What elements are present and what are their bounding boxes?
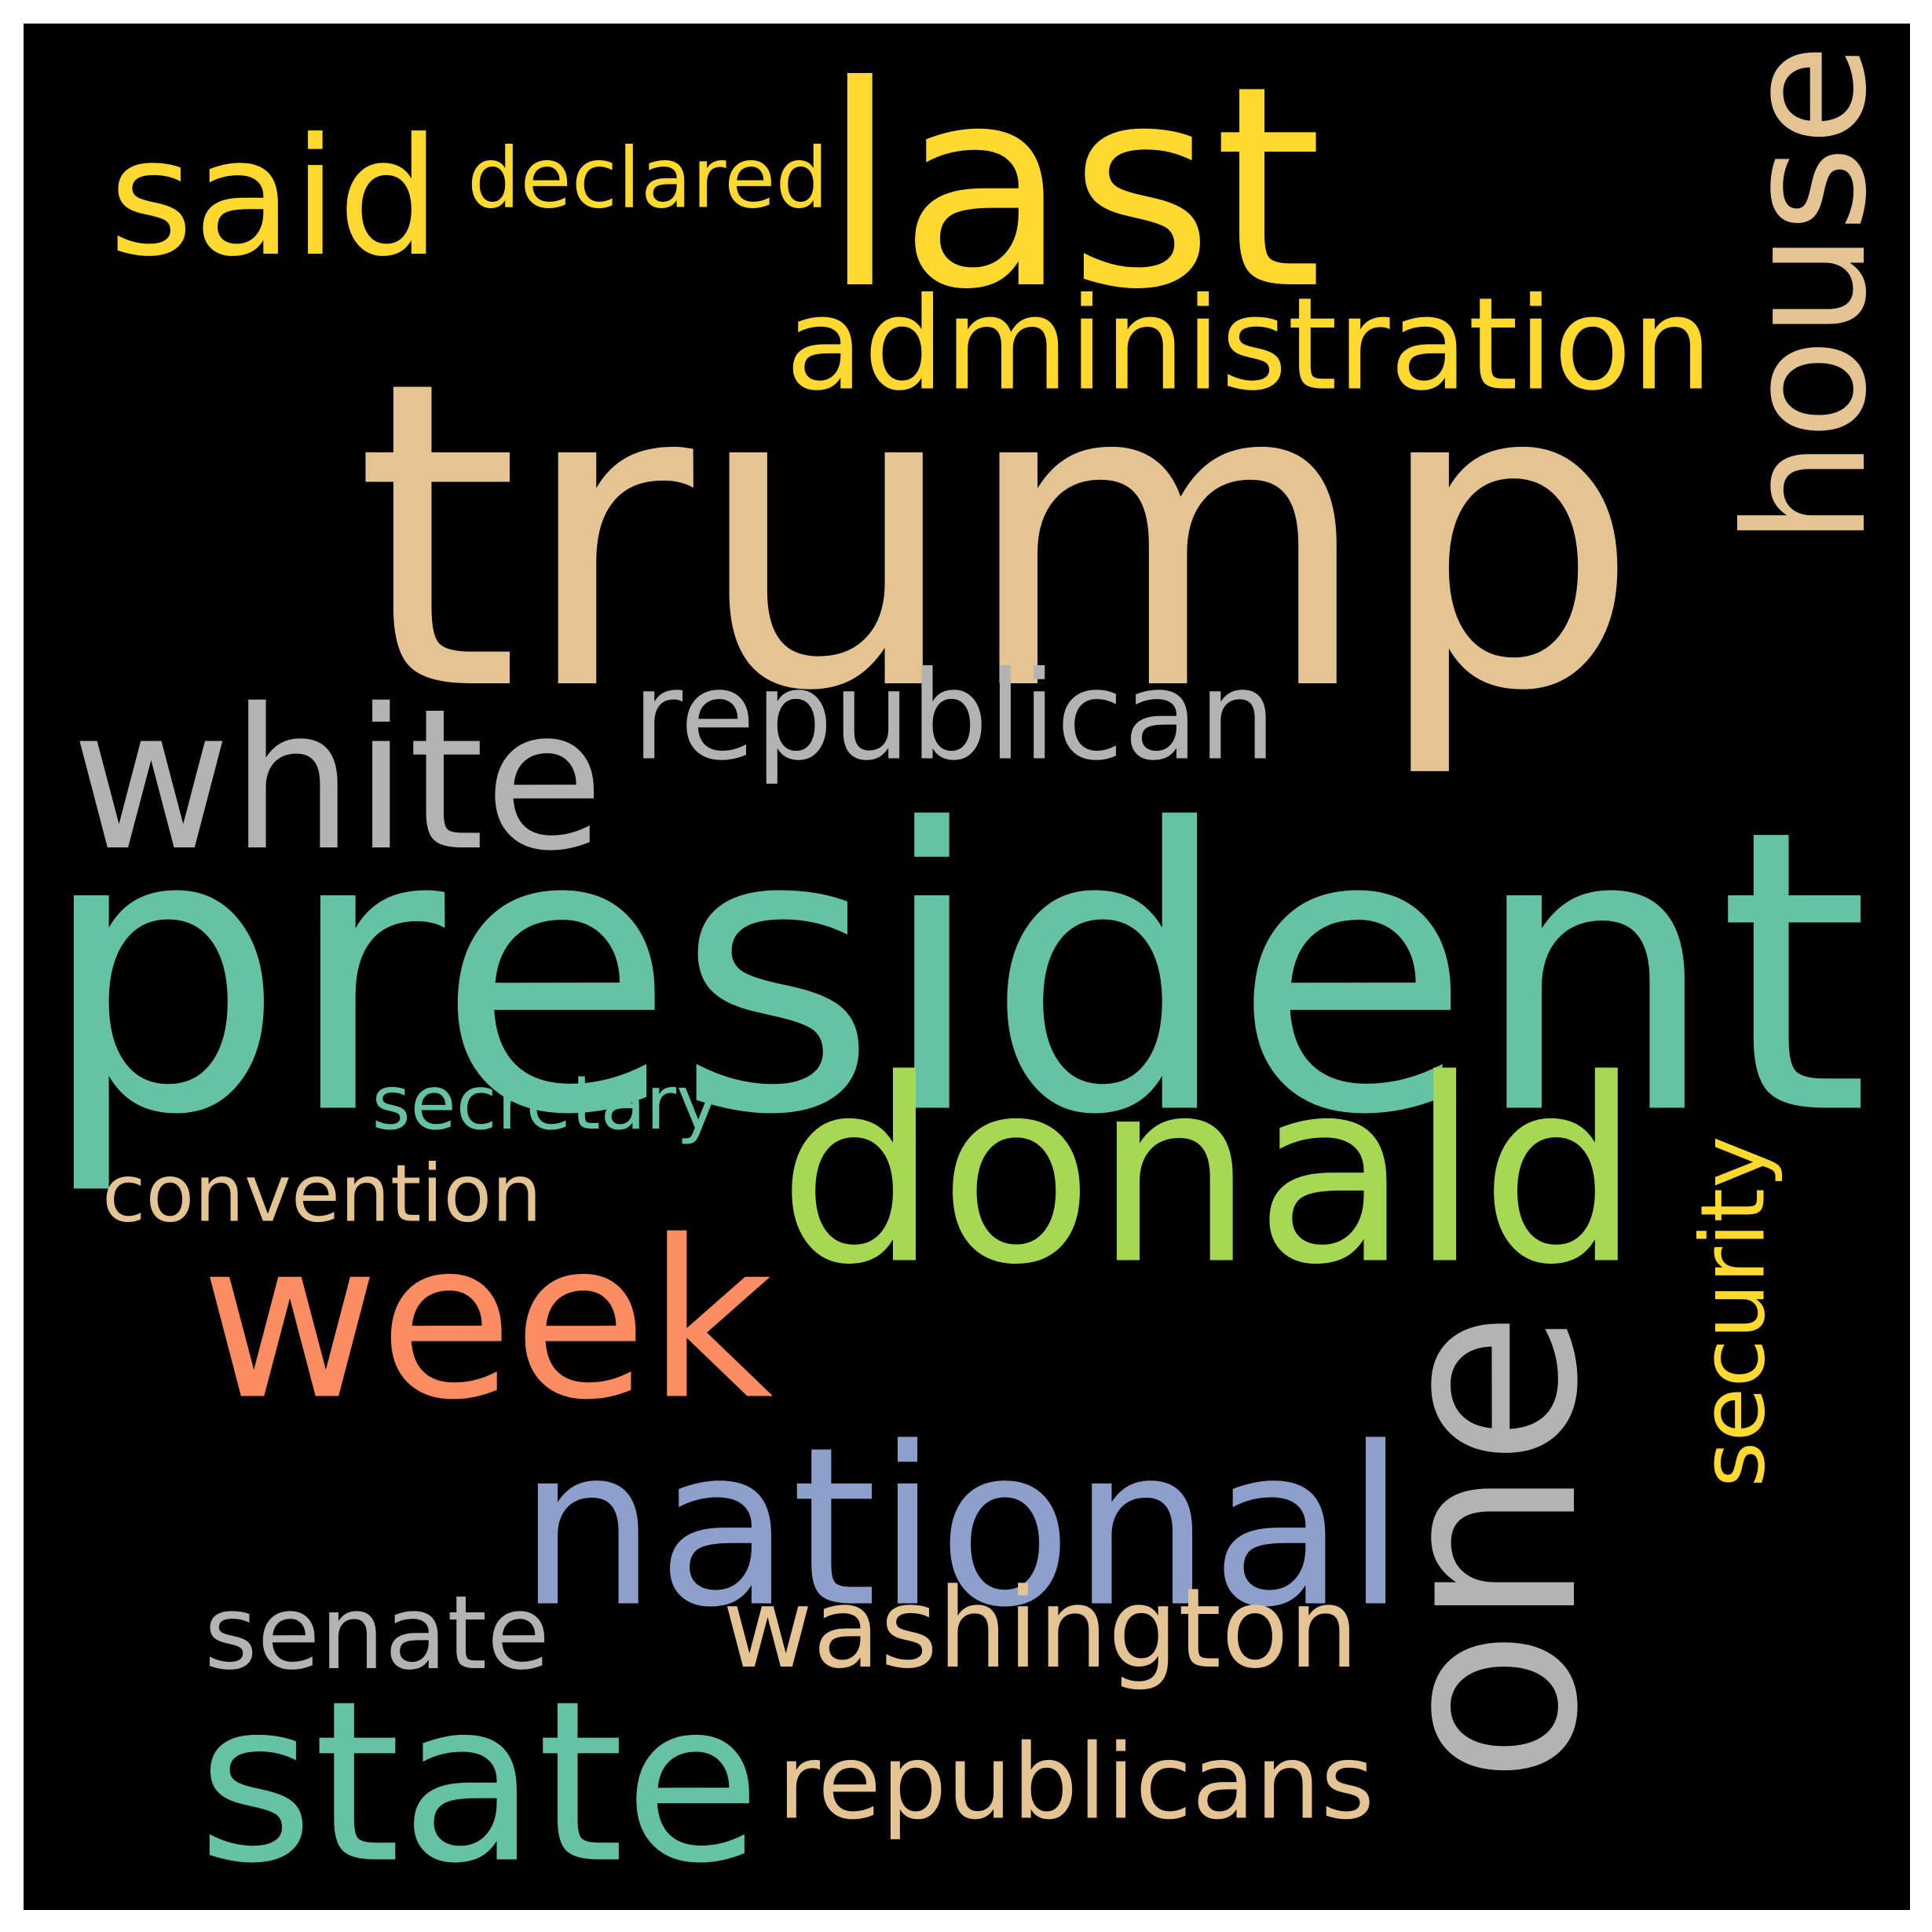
word-cloud: trump president last one donald week nat… — [24, 24, 1910, 1910]
word-president: president — [38, 747, 1870, 1200]
word-week: week — [200, 1194, 774, 1448]
word-republicans: republicans — [778, 1722, 1375, 1843]
word-senate: senate — [204, 1574, 550, 1692]
word-security: security — [1682, 1136, 1785, 1487]
word-republican: republican — [632, 644, 1276, 788]
word-state: state — [197, 1652, 761, 1910]
word-trump: trump — [354, 291, 1641, 783]
word-convention: convention — [102, 1147, 543, 1240]
word-secretary: secretary — [371, 1060, 720, 1147]
word-declared: declared — [467, 130, 829, 228]
word-house: house — [1709, 43, 1903, 546]
word-washington: washington — [723, 1565, 1359, 1693]
word-administration: administration — [785, 270, 1713, 419]
word-donald: donald — [778, 1026, 1641, 1321]
word-last: last — [821, 27, 1323, 350]
word-national: national — [518, 1400, 1407, 1656]
word-said: said — [108, 103, 441, 292]
word-white: white — [71, 668, 605, 894]
